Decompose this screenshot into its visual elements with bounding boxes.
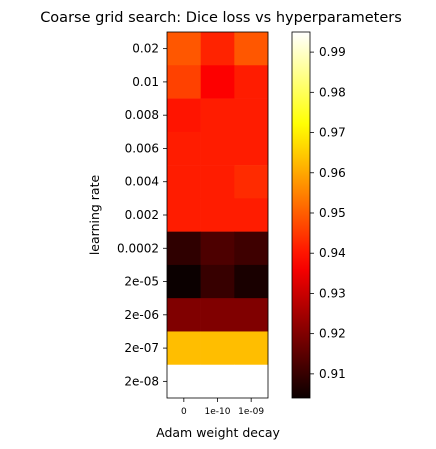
y-tick-label: 2e-06: [124, 308, 159, 322]
heatmap-cell: [234, 264, 269, 299]
colorbar-tick-label: 0.97: [319, 126, 346, 140]
heatmap-cell: [234, 364, 269, 399]
y-tick-label: 2e-05: [124, 275, 159, 289]
heatmap-cell: [234, 131, 269, 166]
heatmap-cell: [200, 165, 235, 199]
y-tick-label: 0.01: [132, 75, 159, 89]
heatmap-cell: [234, 32, 269, 66]
y-axis-label: learning rate: [87, 175, 102, 256]
heatmap-cell: [167, 364, 201, 399]
colorbar-tick-label: 0.92: [319, 327, 346, 341]
heatmap-cell: [234, 298, 269, 332]
heatmap-cell: [200, 65, 235, 99]
heatmap-cell: [200, 131, 235, 166]
y-tick-label: 2e-08: [124, 374, 159, 388]
colorbar-tick-label: 0.91: [319, 367, 346, 381]
heatmap-cell: [200, 298, 235, 332]
heatmap-cell: [234, 98, 269, 133]
heatmap-cell: [167, 32, 201, 66]
colorbar-tick-label: 0.96: [319, 166, 346, 180]
heatmap-cell: [200, 198, 235, 232]
heatmap-cell: [167, 98, 201, 133]
colorbar-tick-label: 0.94: [319, 246, 346, 260]
heatmap-cell: [200, 231, 235, 266]
chart-title: Coarse grid search: Dice loss vs hyperpa…: [40, 10, 402, 26]
y-tick-label: 0.008: [125, 108, 159, 122]
y-axis-ticks: 0.02 0.01 0.008 0.006 0.004 0.002 0.0002 2e-05 2…: [117, 42, 167, 388]
heatmap-cell: [200, 32, 235, 66]
colorbar: [291, 31, 311, 399]
y-tick-label: 0.002: [125, 208, 159, 222]
heatmap-cell: [167, 165, 201, 199]
x-tick-label: 1e-10: [205, 407, 231, 417]
heatmap-cell: [234, 198, 269, 232]
colorbar-tick-label: 0.93: [319, 286, 346, 300]
colorbar-tick-label: 0.98: [319, 85, 346, 99]
heatmap-cell: [234, 331, 269, 366]
heatmap-cell: [234, 165, 269, 199]
x-tick-label: 0: [181, 407, 187, 417]
heatmap-cell: [167, 198, 201, 232]
heatmap-cell: [200, 364, 235, 399]
heatmap-cell: [167, 65, 201, 99]
x-axis-ticks: 0 1e-10 1e-09: [181, 398, 264, 417]
heatmap-cell: [167, 231, 201, 266]
heatmap-cell: [200, 98, 235, 133]
y-tick-label: 2e-07: [124, 341, 159, 355]
heatmap-cell: [167, 298, 201, 332]
x-tick-label: 1e-09: [238, 407, 264, 417]
x-axis-label: Adam weight decay: [156, 425, 280, 440]
heatmap-cell: [167, 331, 201, 366]
colorbar-ticks: 0.91 0.92 0.93 0.94 0.95 0.96 0.97 0.98 0.99: [310, 45, 346, 381]
y-tick-label: 0.02: [132, 42, 159, 56]
y-tick-label: 0.0002: [117, 241, 159, 255]
heatmap-cell: [200, 264, 235, 299]
y-tick-label: 0.004: [125, 175, 159, 189]
heatmap-cell: [200, 331, 235, 366]
colorbar-tick-label: 0.95: [319, 206, 346, 220]
heatmap-cells: [167, 32, 269, 399]
colorbar-tick-label: 0.99: [319, 45, 346, 59]
heatmap-cell: [234, 231, 269, 266]
heatmap-cell: [234, 65, 269, 99]
y-tick-label: 0.006: [125, 141, 159, 155]
heatmap-cell: [167, 131, 201, 166]
heatmap-cell: [167, 264, 201, 299]
